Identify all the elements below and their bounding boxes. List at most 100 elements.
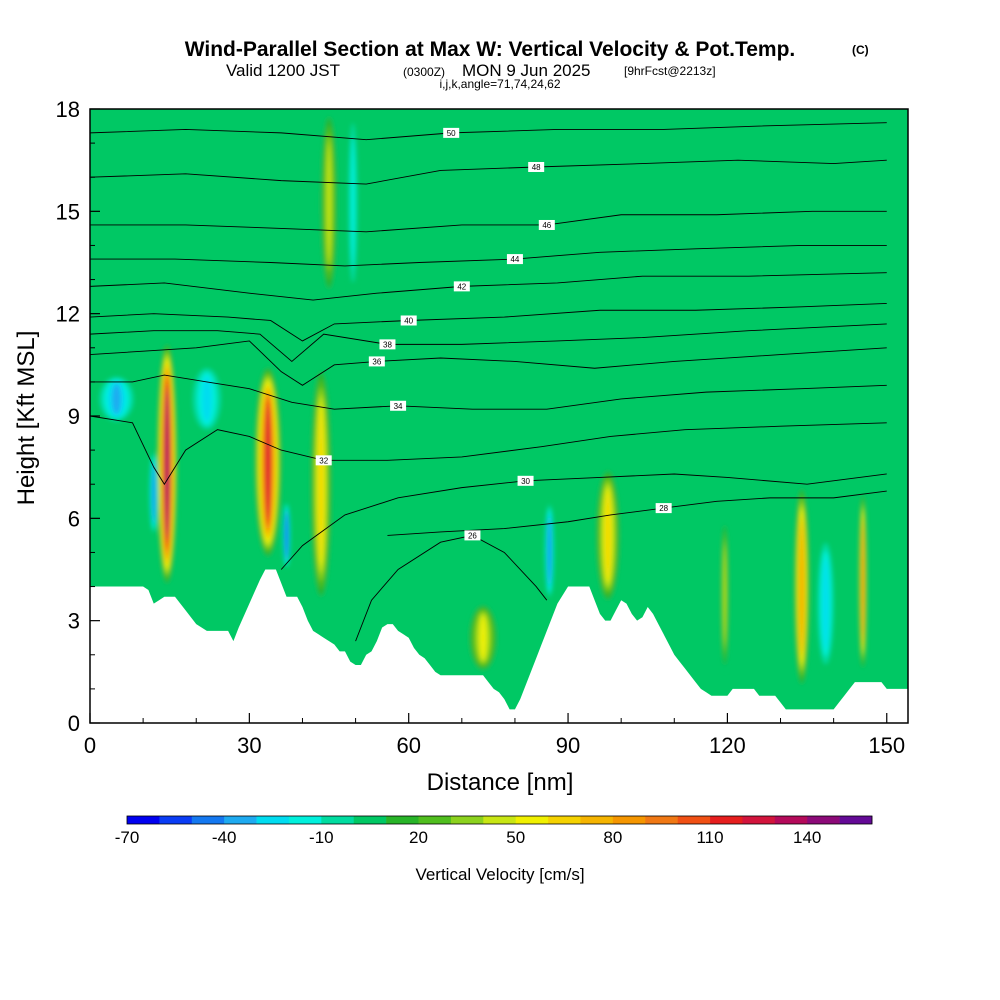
grid-params-label: i,j,k,angle=71,74,24,62	[439, 77, 560, 91]
svg-text:46: 46	[542, 221, 551, 230]
theta-label-30: 30	[517, 475, 534, 486]
valid-utc-label: (0300Z)	[403, 65, 445, 79]
colorbar-swatch	[839, 816, 873, 824]
colorbar-swatch	[224, 816, 257, 824]
x-axis-label: Distance [nm]	[427, 769, 574, 796]
svg-text:36: 36	[372, 357, 381, 366]
copyright-mark: (C)	[852, 43, 869, 57]
vv-cell-14-level-3	[202, 376, 212, 422]
colorbar-tick-label: 50	[506, 828, 525, 847]
theta-label-48: 48	[528, 161, 545, 172]
colorbar	[126, 815, 873, 825]
y-tick-label: 0	[68, 711, 80, 736]
theta-label-46: 46	[538, 219, 555, 230]
y-tick-label: 18	[56, 97, 80, 122]
theta-label-44: 44	[506, 254, 523, 264]
vv-cell-8-level-5	[548, 519, 551, 582]
y-tick-label: 3	[68, 609, 80, 634]
theta-contour-26	[355, 534, 548, 642]
vv-cell-15-level-4	[112, 383, 121, 415]
y-tick-label: 6	[68, 506, 80, 531]
colorbar-swatch	[580, 816, 614, 824]
theta-contour-38	[90, 323, 887, 363]
theta-label-26: 26	[464, 530, 481, 541]
colorbar-tick-label: 140	[793, 828, 821, 847]
colorbar-tick-label: 110	[696, 828, 723, 847]
theta-contour-36	[90, 340, 887, 386]
theta-label-34: 34	[390, 400, 407, 411]
theta-contour-44	[90, 244, 887, 267]
colorbar-swatch	[774, 816, 808, 824]
vv-cell-1-level-5	[152, 466, 155, 520]
chart-title: Wind-Parallel Section at Max W: Vertical…	[185, 38, 796, 61]
y-tick-label: 12	[56, 302, 80, 327]
vv-cell-10-level-4	[723, 545, 726, 645]
colorbar-swatch	[548, 816, 581, 824]
theta-contour-40	[90, 302, 887, 342]
colorbar-swatch	[483, 816, 516, 824]
colorbar-tick-label: 80	[603, 828, 622, 847]
svg-text:38: 38	[383, 340, 392, 349]
theta-contour-32	[90, 415, 887, 486]
plot-background	[90, 109, 908, 723]
colorbar-swatch	[353, 816, 387, 824]
vv-cell-2-level-12	[266, 405, 270, 519]
theta-label-38: 38	[379, 339, 396, 350]
vv-cell-5-level-4	[327, 142, 331, 263]
terrain-mask	[90, 569, 908, 723]
theta-label-36: 36	[368, 356, 385, 367]
colorbar-swatch	[710, 816, 743, 824]
colorbar-swatch	[418, 816, 452, 824]
y-axis-label: Height [Kft MSL]	[13, 331, 40, 506]
colorbar-swatch	[807, 816, 840, 824]
valid-date-label: MON 9 Jun 2025	[462, 61, 591, 80]
y-tick-label: 9	[68, 404, 80, 429]
theta-contour-28	[387, 490, 887, 536]
vv-cell-0-level-14	[166, 392, 169, 535]
theta-contour-42	[90, 272, 887, 301]
svg-text:32: 32	[319, 456, 328, 465]
x-tick-label: 60	[396, 733, 420, 758]
colorbar-swatch	[677, 816, 711, 824]
svg-text:34: 34	[394, 402, 403, 411]
svg-text:26: 26	[468, 531, 477, 540]
vv-cell-9-level-6	[605, 493, 610, 578]
theta-label-42: 42	[453, 281, 470, 292]
theta-label-40: 40	[400, 315, 417, 326]
vv-cell-4-level-6	[319, 410, 323, 558]
svg-text:30: 30	[521, 477, 530, 486]
x-tick-label: 30	[237, 733, 261, 758]
colorbar-tick-label: 20	[409, 828, 428, 847]
y-tick-label: 15	[56, 199, 80, 224]
colorbar-tick-label: -10	[309, 828, 334, 847]
colorbar-swatch	[645, 816, 678, 824]
svg-text:28: 28	[659, 504, 668, 513]
colorbar-swatch	[159, 816, 193, 824]
colorbar-swatch	[191, 816, 225, 824]
theta-label-50: 50	[443, 127, 460, 138]
vv-cell-6-level-2	[350, 137, 356, 269]
x-tick-label: 150	[868, 733, 905, 758]
vv-cell-7-level-5	[480, 616, 486, 660]
theta-contour-48	[90, 159, 887, 185]
svg-text:44: 44	[510, 255, 519, 264]
vv-cell-12-level-3	[823, 558, 829, 649]
colorbar-swatch	[127, 816, 160, 824]
colorbar-swatch	[515, 816, 549, 824]
colorbar-tick-label: -70	[115, 828, 140, 847]
colorbar-label: Vertical Velocity [cm/s]	[415, 865, 584, 884]
forecast-label: [9hrFcst@2213z]	[624, 64, 716, 78]
colorbar-swatch	[386, 816, 419, 824]
svg-text:50: 50	[447, 129, 456, 138]
vv-cell-13-level-9	[861, 527, 864, 636]
svg-text:42: 42	[457, 282, 466, 291]
theta-contour-46	[90, 210, 887, 233]
svg-text:48: 48	[532, 163, 541, 172]
svg-text:40: 40	[404, 316, 413, 325]
colorbar-swatch	[612, 816, 646, 824]
colorbar-swatch	[742, 816, 776, 824]
x-tick-label: 0	[84, 733, 96, 758]
colorbar-swatch	[288, 816, 322, 824]
x-tick-label: 120	[709, 733, 746, 758]
colorbar-swatch	[450, 816, 484, 824]
